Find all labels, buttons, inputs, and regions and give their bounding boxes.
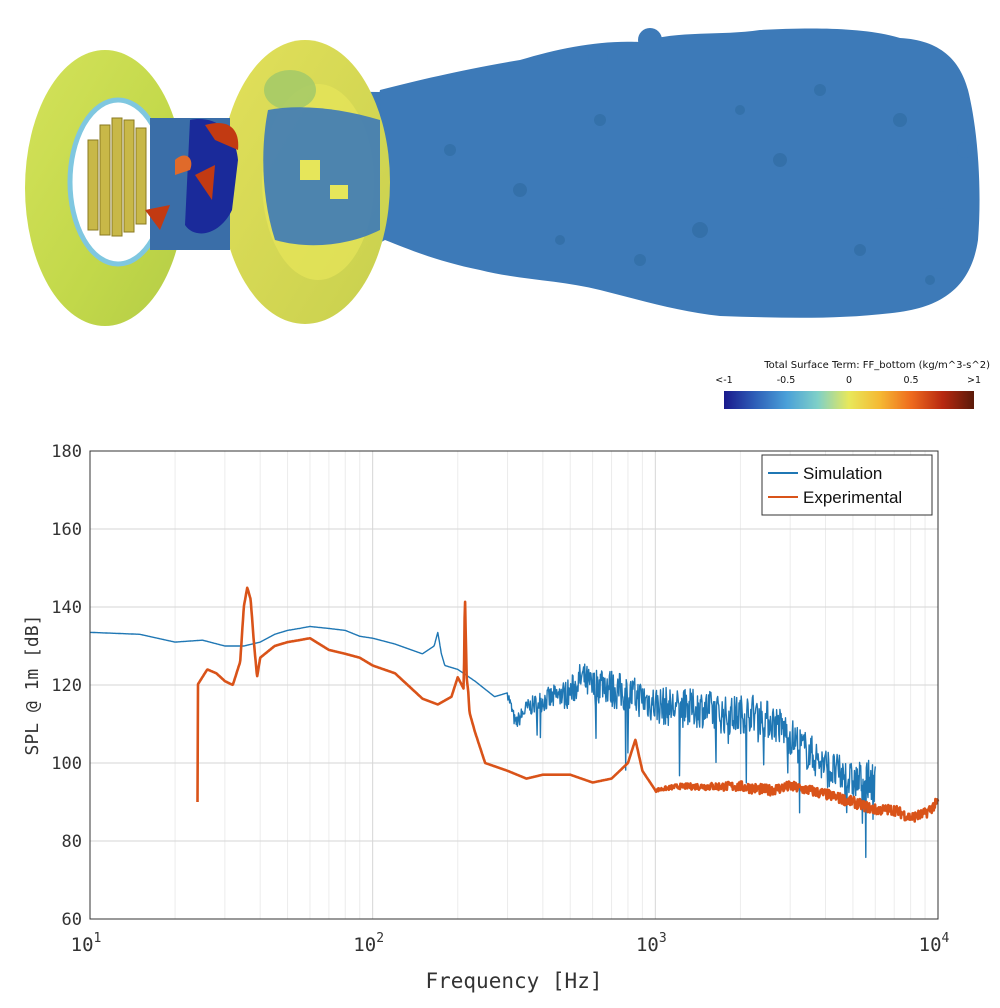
colorbar-tick: >1 <box>966 375 982 386</box>
colorbar-tick: -0.5 <box>776 375 796 386</box>
colorbar-tick: <-1 <box>715 375 733 386</box>
colorbar-title: Total Surface Term: FF_bottom (kg/m^3-s^… <box>764 360 990 371</box>
x-tick-label: 104 <box>919 931 950 956</box>
inlet-guide-vanes <box>87 117 147 237</box>
y-tick-label: 180 <box>51 442 82 462</box>
legend: Simulation Experimental <box>761 454 933 516</box>
spl-chart: 60 80 100 120 140 160 180 101 102 103 104 Frequen… <box>22 442 950 993</box>
series-layer <box>89 586 940 859</box>
plot-frame <box>89 450 939 920</box>
colorbar-tick: 0.5 <box>903 375 919 386</box>
x-tick-label: 102 <box>353 931 384 956</box>
legend-label-simulation: Simulation <box>803 464 882 483</box>
colorbar-gradient <box>724 391 974 409</box>
colorbar: Total Surface Term: FF_bottom (kg/m^3-s^… <box>690 360 990 420</box>
x-tick-label: 101 <box>71 931 102 956</box>
y-tick-label: 140 <box>51 598 82 618</box>
y-tick-labels: 60 80 100 120 140 160 180 <box>51 442 82 930</box>
x-tick-labels: 101 102 103 104 <box>71 931 950 956</box>
y-axis-label: SPL @ 1m [dB] <box>22 615 43 756</box>
simulation-visualization <box>25 28 980 326</box>
legend-box <box>761 454 933 516</box>
series-line-simulation <box>89 625 876 859</box>
rotor-assembly <box>145 118 239 250</box>
y-tick-label: 100 <box>51 754 82 774</box>
series-line-experimental <box>196 586 940 823</box>
colorbar-ticks: <-1 -0.5 0 0.5 >1 <box>690 375 990 387</box>
wake-texture <box>444 84 935 285</box>
outlet-turbulence <box>263 107 380 246</box>
legend-label-experimental: Experimental <box>803 488 902 507</box>
y-tick-label: 160 <box>51 520 82 540</box>
y-tick-label: 80 <box>62 832 82 852</box>
y-tick-label: 60 <box>62 910 82 930</box>
x-axis-label: Frequency [Hz] <box>425 969 602 993</box>
y-tick-label: 120 <box>51 676 82 696</box>
x-tick-label: 103 <box>636 931 667 956</box>
colorbar-tick: 0 <box>845 375 853 386</box>
